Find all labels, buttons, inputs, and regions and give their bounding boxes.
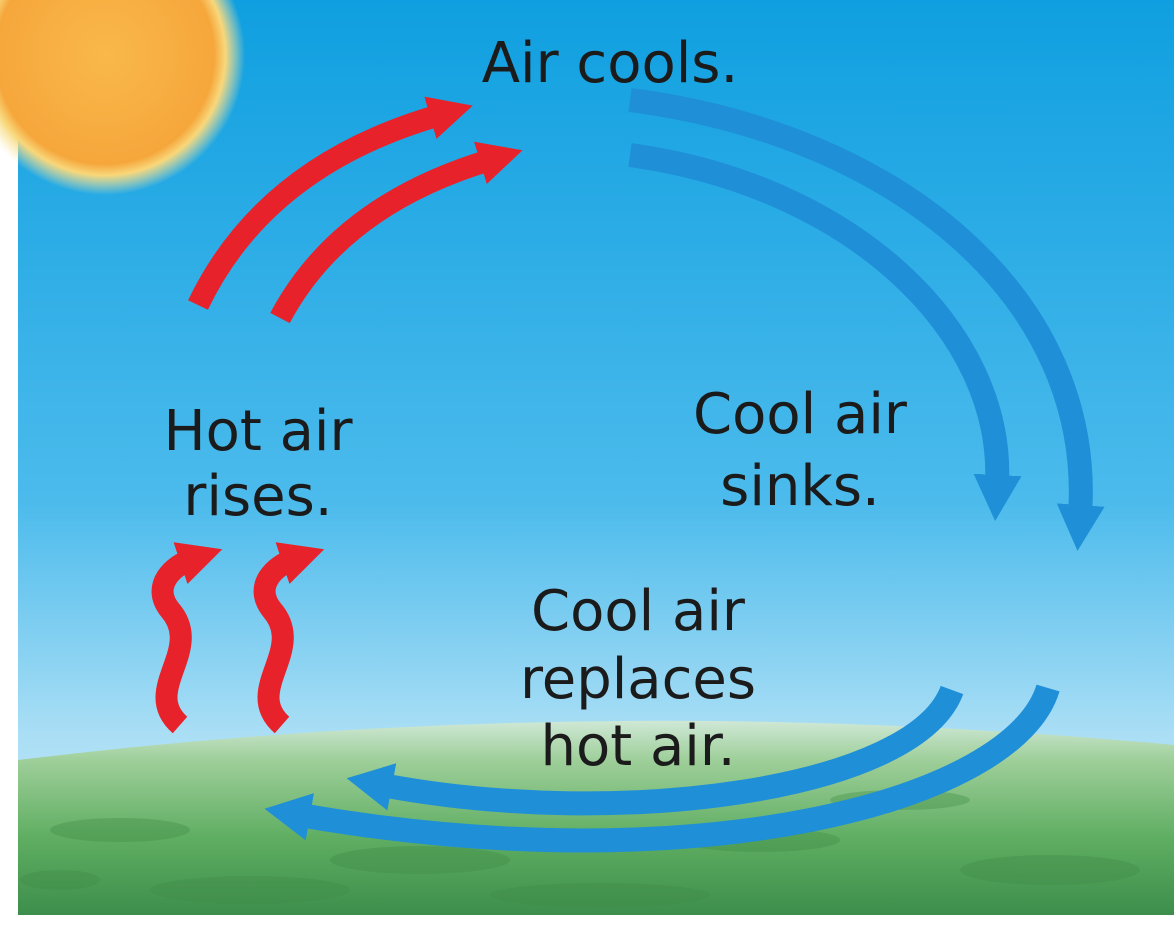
label-hot-air: rises. bbox=[183, 464, 332, 529]
label-cool-air-replaces: replaces bbox=[520, 647, 756, 712]
label-air-cools: Air cools. bbox=[482, 31, 739, 96]
label-cool-air-replaces: hot air. bbox=[540, 714, 735, 779]
label-cool-air-sinks: Cool air bbox=[693, 382, 908, 447]
label-cool-air-replaces: Cool air bbox=[531, 579, 746, 644]
label-hot-air: Hot air bbox=[163, 399, 353, 464]
diagram: Air cools. Hot air rises. Cool air sinks… bbox=[0, 0, 1174, 930]
label-cool-air-sinks: sinks. bbox=[720, 454, 880, 519]
